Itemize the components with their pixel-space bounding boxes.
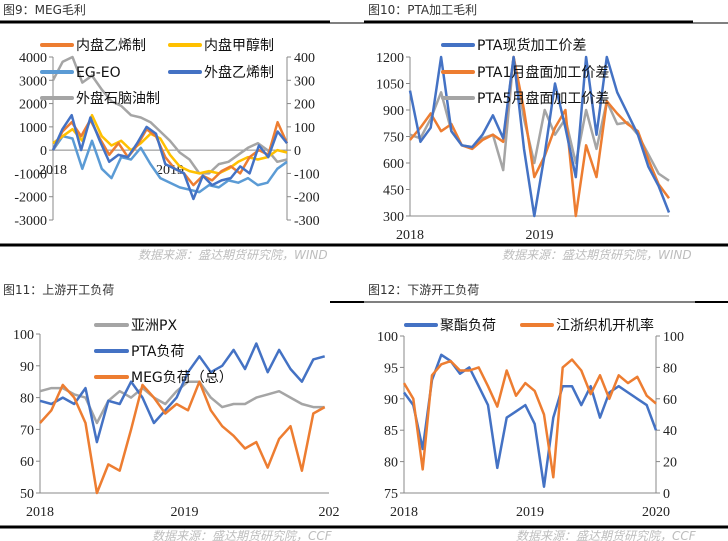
legend-label: 聚酯负荷 (440, 318, 496, 334)
legend-label: 外盘石脑油制 (76, 90, 160, 107)
chart-10-title: 图10：PTA加工毛利 (368, 3, 478, 17)
x-tick-label: 2019 (171, 505, 199, 520)
chart-11: 100 90 80 70 60 50 2018 2019 202 亚洲PX PTA负荷 MEG负荷（总… (13, 318, 340, 520)
x-tick-label: 2019 (526, 228, 554, 243)
y-tick-label-right: 100 (294, 121, 315, 136)
chart-12-title: 图12：下游开工负荷 (368, 283, 480, 297)
legend-label: 内盘甲醇制 (204, 37, 274, 54)
y-tick-label-right: -100 (294, 167, 320, 182)
y-tick-label-left: 95 (384, 361, 398, 376)
x-tick-label: 2020 (642, 505, 670, 520)
divider-rules (0, 20, 728, 529)
y-tick-label-left: 90 (384, 393, 398, 408)
x-tick-label: 2018 (39, 163, 67, 178)
y-tick-label-right: 100 (663, 330, 684, 345)
legend-label: PTA负荷 (131, 344, 184, 360)
y-tick-label-left: 70 (20, 423, 34, 438)
y-tick-label-left: 600 (383, 157, 404, 172)
legend-label: 外盘乙烯制 (204, 64, 274, 81)
y-tick-label-left: 4000 (19, 51, 47, 66)
series-line-江浙织机开机率 (402, 358, 657, 479)
x-tick-label: 2019 (516, 505, 544, 520)
y-tick-label-left: 100 (13, 328, 34, 343)
series-line-MEG负荷（总） (39, 380, 326, 495)
y-tick-label-left: 1200 (376, 51, 404, 66)
legend-label: 江浙织机开机率 (556, 317, 654, 334)
y-tick-label-left: -3000 (14, 214, 47, 229)
y-tick-label-left: 750 (383, 131, 404, 146)
y-tick-label-left: 300 (383, 210, 404, 225)
y-tick-label-right: 300 (294, 74, 315, 89)
series-line-PTA1月盘面加工价差 (409, 55, 671, 218)
y-tick-label-left: 100 (377, 330, 398, 345)
y-tick-label-right: 20 (663, 456, 677, 471)
chart-10: 1200 1050 900 750 600 450 300 2018 2019 PTA现货加工价差… (376, 37, 671, 243)
series-line-外盘乙烯制 (51, 113, 288, 201)
chart-11-title: 图11：上游开工负荷 (3, 283, 115, 297)
series-line-PTA现货加工价差 (408, 55, 671, 218)
x-tick-label: 2019 (156, 163, 184, 178)
y-tick-label-left: 450 (383, 184, 404, 199)
y-tick-label-right: 0 (663, 487, 670, 502)
y-tick-label-left: 90 (20, 360, 34, 375)
y-tick-label-right: 400 (294, 51, 315, 66)
y-tick-label-right: 80 (663, 361, 677, 376)
x-tick-label: 2018 (26, 505, 54, 520)
y-tick-label-left: 3000 (19, 74, 47, 89)
chart-11-source: 数据来源：盛达期货研究院，CCF (152, 529, 332, 541)
chart-12-source: 数据来源：盛达期货研究院，CCF (516, 529, 696, 541)
legend-label: 内盘乙烯制 (76, 37, 146, 54)
y-tick-label-left: 50 (20, 487, 34, 502)
x-tick-label: 2018 (396, 228, 424, 243)
y-tick-label-left: -2000 (14, 191, 47, 206)
series-line-PTA负荷 (39, 342, 326, 444)
y-tick-label-left: 1000 (19, 121, 47, 136)
chart-9-title: 图9：MEG毛利 (3, 3, 86, 17)
y-tick-label-left: 0 (40, 144, 47, 159)
legend-label: 亚洲PX (131, 318, 177, 334)
y-tick-label-left: -1000 (14, 167, 47, 182)
legend-label: EG-EO (76, 65, 121, 81)
legend-label: PTA现货加工价差 (477, 37, 586, 54)
y-tick-label-right: 40 (663, 424, 677, 439)
series-line-内盘甲醇制 (52, 113, 288, 175)
y-tick-label-left: 75 (384, 487, 398, 502)
legend-label: MEG负荷（总） (131, 370, 233, 386)
y-tick-label-left: 80 (20, 392, 34, 407)
y-tick-label-right: 0 (294, 144, 301, 159)
chart-9: 40003000200010000-1000-2000-300040030020… (14, 37, 319, 229)
y-tick-label-right: -300 (294, 214, 320, 229)
chart-12: 100 95 90 85 80 75 100 80 60 40 20 0 2018 2019 2020 聚酯负… (377, 317, 684, 520)
y-tick-label-right: -200 (294, 191, 320, 206)
y-tick-label-left: 900 (383, 104, 404, 119)
y-tick-label-left: 60 (20, 455, 34, 470)
x-tick-label: 2018 (390, 505, 418, 520)
y-tick-label-left: 2000 (19, 98, 47, 113)
y-tick-label-left: 85 (384, 424, 398, 439)
chart-10-source: 数据来源：盛达期货研究院，WIND (502, 248, 692, 262)
y-tick-label-right: 60 (663, 393, 677, 408)
x-tick-label: 202 (319, 505, 340, 520)
chart-9-source: 数据来源：盛达期货研究院，WIND (138, 248, 328, 262)
y-tick-label-left: 1050 (376, 78, 404, 93)
series-line-外盘石脑油制 (51, 55, 288, 175)
y-tick-label-right: 200 (294, 98, 315, 113)
series-line-EG-EO (51, 134, 288, 194)
y-tick-label-left: 80 (384, 456, 398, 471)
legend-label: PTA1月盘面加工价差 (477, 64, 609, 81)
legend-label: PTA5月盘面加工价差 (477, 90, 609, 107)
